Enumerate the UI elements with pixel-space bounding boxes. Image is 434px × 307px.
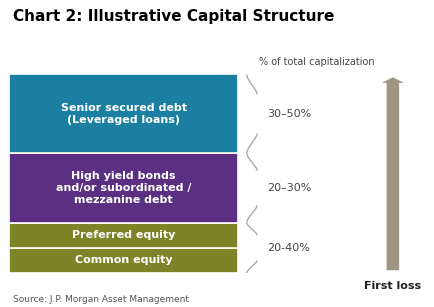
Text: Chart 2: Illustrative Capital Structure: Chart 2: Illustrative Capital Structure <box>13 9 334 24</box>
Text: High yield bonds
and/or subordinated /
mezzanine debt: High yield bonds and/or subordinated / m… <box>56 171 191 204</box>
Text: 20-40%: 20-40% <box>267 243 310 253</box>
Text: Preferred equity: Preferred equity <box>72 230 175 240</box>
Bar <box>9 223 238 248</box>
Text: Common equity: Common equity <box>75 255 172 265</box>
Text: First loss: First loss <box>364 281 421 291</box>
Text: Source: J.P. Morgan Asset Management: Source: J.P. Morgan Asset Management <box>13 295 189 304</box>
Text: % of total capitalization: % of total capitalization <box>259 56 374 67</box>
Bar <box>9 153 238 223</box>
Text: Senior secured debt
(Leveraged loans): Senior secured debt (Leveraged loans) <box>60 103 186 125</box>
Text: 20–30%: 20–30% <box>267 183 311 193</box>
Bar <box>9 75 238 153</box>
Bar <box>9 248 238 273</box>
Text: 30–50%: 30–50% <box>267 109 311 119</box>
